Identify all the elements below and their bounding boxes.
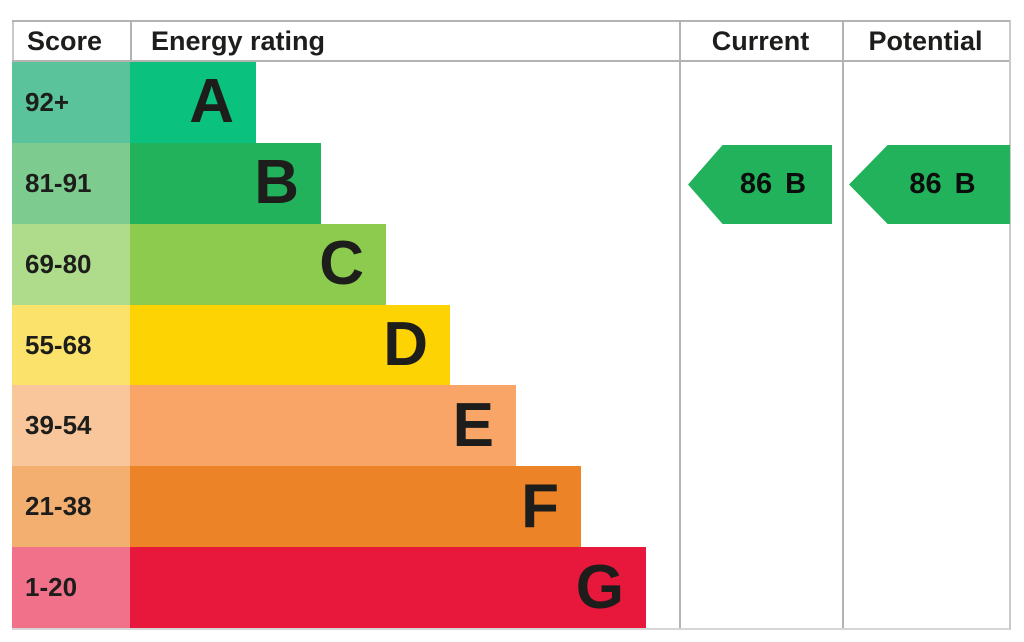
potential-band: B	[954, 168, 976, 200]
band-rows: 92+ A 81-91 B 69-80 C 55-68	[12, 62, 1009, 629]
score-cell-b: 81-91	[12, 142, 130, 224]
score-range-a: 92+	[25, 86, 70, 117]
score-cell-a: 92+	[12, 62, 130, 143]
header-score: Score	[12, 22, 130, 60]
potential-column-divider	[842, 22, 844, 628]
band-letter-d: D	[383, 310, 428, 379]
current-band: B	[785, 168, 807, 200]
band-letter-b: B	[254, 148, 299, 218]
rating-bar-c: C	[130, 223, 386, 305]
band-row-b: 81-91 B	[12, 142, 1009, 224]
score-cell-d: 55-68	[12, 304, 130, 386]
score-range-c: 69-80	[25, 248, 92, 279]
header-row: Score Energy rating Current Potential	[12, 22, 1009, 62]
score-cell-g: 1-20	[12, 547, 130, 629]
score-range-e: 39-54	[25, 410, 92, 441]
band-row-f: 21-38 F	[12, 466, 1009, 548]
band-letter-g: G	[575, 552, 624, 622]
band-row-a: 92+ A	[12, 62, 1009, 143]
rating-bar-a: A	[130, 62, 256, 143]
band-row-d: 55-68 D	[12, 304, 1009, 386]
rating-bar-d: D	[130, 304, 450, 386]
band-letter-e: E	[452, 390, 494, 460]
band-row-e: 39-54 E	[12, 385, 1009, 467]
band-letter-a: A	[189, 67, 234, 137]
band-row-g: 1-20 G	[12, 547, 1009, 629]
score-cell-e: 39-54	[12, 385, 130, 467]
current-column-divider	[679, 22, 681, 628]
score-cell-f: 21-38	[12, 466, 130, 548]
score-range-g: 1-20	[25, 572, 78, 603]
score-cell-c: 69-80	[12, 223, 130, 305]
current-score: 86	[739, 168, 773, 200]
current-rating-arrow: 86 B	[688, 145, 832, 224]
band-letter-f: F	[521, 471, 559, 541]
potential-rating-arrow: 86 B	[849, 145, 1010, 224]
score-range-d: 55-68	[25, 329, 92, 360]
epc-chart: Score Energy rating Current Potential 92…	[12, 20, 1011, 630]
rating-bar-f: F	[130, 466, 581, 548]
band-row-c: 69-80 C	[12, 223, 1009, 305]
score-range-b: 81-91	[25, 167, 92, 198]
potential-score: 86	[909, 168, 942, 200]
rating-bar-b: B	[130, 142, 321, 224]
header-potential: Potential	[868, 25, 983, 56]
header-energy-rating: Energy rating	[130, 22, 679, 60]
rating-bar-e: E	[130, 385, 516, 467]
rating-bar-g: G	[130, 547, 646, 629]
header-current: Current	[711, 25, 810, 56]
score-range-f: 21-38	[25, 491, 92, 522]
band-letter-c: C	[319, 229, 364, 299]
